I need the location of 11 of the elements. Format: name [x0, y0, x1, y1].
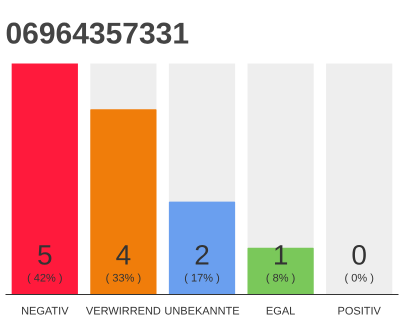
data-label: 0 ( 0% )	[344, 239, 374, 284]
x-tick-label: POSITIV	[338, 306, 382, 318]
data-label: 5 ( 42% )	[27, 239, 63, 284]
x-tick-label: UNBEKANNTE	[164, 306, 240, 318]
chart-title: 06964357331	[6, 18, 190, 50]
x-tick-label: EGAL	[266, 306, 296, 318]
data-label: 1 ( 8% )	[266, 239, 296, 284]
x-tick-label: NEGATIV	[21, 306, 70, 318]
x-tick-label: VERWIRREND	[86, 306, 161, 318]
data-label: 4 ( 33% )	[106, 239, 142, 284]
data-label: 2 ( 17% )	[184, 239, 220, 284]
